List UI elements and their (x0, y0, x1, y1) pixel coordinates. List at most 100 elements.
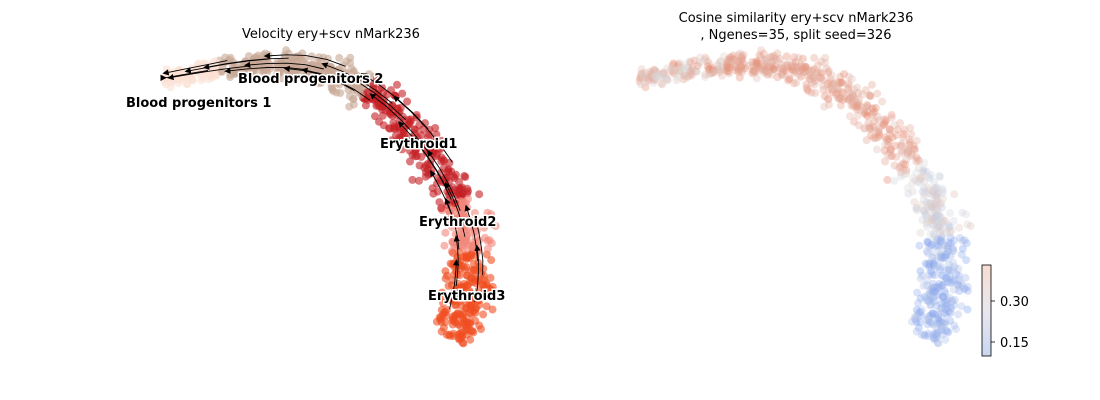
velocity-point (483, 208, 492, 217)
similarity-point (778, 68, 787, 77)
similarity-point (727, 53, 735, 62)
velocity-point (475, 321, 484, 330)
similarity-point (873, 145, 881, 154)
similarity-point (886, 125, 894, 134)
similarity-point (686, 69, 695, 78)
similarity-point (855, 95, 863, 104)
similarity-point (834, 94, 843, 103)
velocity-point (211, 69, 220, 78)
similarity-point (924, 290, 933, 299)
similarity-point (752, 57, 761, 66)
similarity-point (805, 68, 814, 77)
similarity-point (788, 65, 797, 74)
similarity-point (705, 60, 714, 69)
similarity-point (925, 242, 934, 251)
similarity-point (792, 65, 801, 74)
velocity-point (445, 331, 454, 340)
similarity-point (854, 121, 863, 130)
similarity-point (922, 167, 931, 176)
similarity-point (929, 200, 938, 209)
similarity-point (931, 264, 940, 273)
similarity-point (719, 64, 728, 73)
velocity-point (482, 302, 491, 311)
similarity-point (923, 217, 932, 226)
similarity-point (681, 60, 690, 69)
similarity-point (635, 77, 644, 86)
similarity-point (936, 252, 945, 261)
similarity-point (904, 146, 913, 155)
velocity-streamline (321, 62, 393, 104)
similarity-point (940, 292, 949, 301)
velocity-streamline (474, 244, 481, 302)
similarity-point (801, 67, 810, 76)
similarity-point (687, 70, 696, 79)
similarity-point (930, 214, 939, 223)
similarity-point (678, 65, 687, 74)
similarity-point (881, 133, 890, 142)
similarity-point (663, 76, 672, 85)
similarity-point (946, 222, 955, 231)
similarity-point (933, 211, 942, 220)
similarity-point (937, 304, 946, 313)
velocity-point (417, 152, 426, 161)
similarity-point (798, 62, 807, 71)
similarity-point (937, 253, 946, 262)
similarity-point (941, 320, 949, 329)
similarity-point (938, 281, 946, 290)
similarity-point (873, 89, 882, 98)
similarity-point (896, 161, 905, 170)
similarity-point (896, 168, 905, 177)
similarity-point (954, 264, 963, 273)
similarity-point (938, 281, 947, 290)
similarity-point (907, 317, 916, 326)
similarity-point (761, 66, 770, 75)
similarity-point (731, 63, 740, 71)
similarity-point (930, 189, 939, 198)
similarity-point (752, 59, 761, 68)
similarity-point (750, 69, 759, 78)
similarity-point (811, 89, 820, 97)
similarity-point (905, 140, 914, 149)
similarity-point (705, 65, 714, 73)
similarity-point (725, 56, 734, 65)
similarity-point (886, 145, 895, 154)
similarity-point (714, 65, 723, 73)
similarity-point (767, 59, 776, 67)
similarity-point (824, 85, 833, 94)
similarity-point (931, 197, 940, 206)
similarity-point (942, 299, 951, 308)
colorbar-tick-label-015: 0.15 (1000, 336, 1029, 351)
similarity-point (798, 65, 807, 74)
similarity-point (930, 177, 939, 186)
velocity-point (443, 271, 452, 280)
velocity-point (463, 293, 472, 302)
similarity-point (650, 76, 659, 85)
similarity-point (934, 291, 943, 300)
similarity-point (781, 61, 790, 70)
velocity-point (475, 190, 484, 199)
similarity-point (785, 74, 794, 83)
similarity-point (948, 277, 957, 286)
velocity-point (198, 73, 207, 82)
similarity-point (884, 137, 893, 146)
velocity-point (432, 130, 441, 139)
similarity-point (715, 68, 724, 77)
similarity-point (662, 70, 671, 79)
similarity-point (957, 279, 966, 288)
similarity-point (937, 217, 946, 226)
similarity-point (931, 257, 940, 266)
similarity-point (818, 81, 827, 90)
similarity-point (775, 55, 784, 63)
similarity-point (922, 281, 931, 290)
similarity-point (693, 61, 702, 70)
similarity-point (685, 57, 694, 66)
similarity-point (863, 108, 871, 116)
similarity-point (881, 157, 889, 166)
velocity-point (451, 318, 460, 327)
similarity-point (806, 70, 815, 79)
similarity-point (652, 71, 661, 80)
similarity-point (948, 246, 957, 255)
similarity-point (729, 56, 738, 64)
similarity-point (939, 187, 947, 196)
similarity-point (763, 68, 772, 77)
